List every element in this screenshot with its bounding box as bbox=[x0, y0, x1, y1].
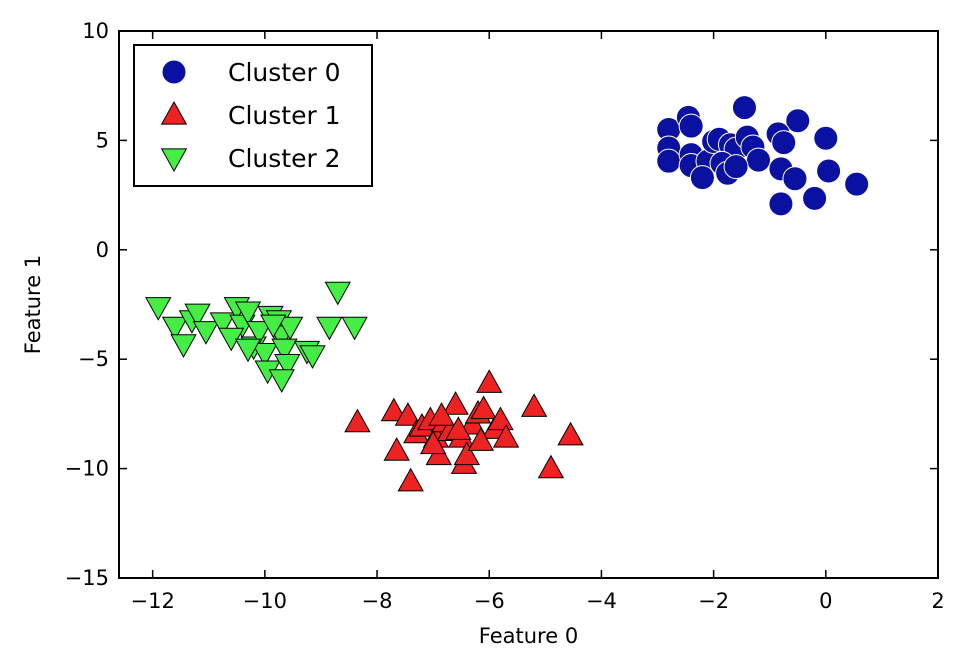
y-axis-label: Feature 1 bbox=[21, 255, 45, 354]
cluster-2-point-20 bbox=[276, 316, 304, 341]
cluster-0-point-2 bbox=[678, 113, 704, 139]
cluster-1-point-27 bbox=[419, 430, 447, 455]
cluster-1-point-4 bbox=[397, 467, 424, 492]
legend-marker-1 bbox=[160, 100, 188, 125]
cluster-0-point-20 bbox=[689, 165, 715, 191]
cluster-1-point-29 bbox=[445, 416, 472, 440]
cluster-0-point-22 bbox=[771, 130, 797, 156]
cluster-0-point-26 bbox=[816, 158, 842, 184]
cluster-2-point-4 bbox=[184, 303, 211, 328]
cluster-0-point-25 bbox=[813, 125, 839, 151]
y-tick-label: 10 bbox=[82, 19, 109, 43]
cluster-1-point-24 bbox=[537, 454, 565, 479]
legend-marker-2 bbox=[160, 148, 188, 173]
x-tick-label: −8 bbox=[362, 589, 393, 613]
cluster-0-point-29 bbox=[802, 185, 828, 211]
x-tick-label: 0 bbox=[819, 589, 832, 613]
cluster-2-point-5 bbox=[192, 321, 220, 345]
cluster-0-point-4 bbox=[785, 108, 811, 134]
y-tick-label: 0 bbox=[96, 238, 109, 262]
cluster-1-point-15 bbox=[453, 441, 480, 466]
cluster-2-point-2 bbox=[170, 334, 197, 358]
cluster-1-point-0 bbox=[344, 408, 371, 433]
cluster-2-point-28 bbox=[234, 338, 262, 363]
y-tick-label: −15 bbox=[65, 566, 109, 590]
cluster-1-point-12 bbox=[442, 391, 469, 415]
x-tick-label: −10 bbox=[243, 589, 287, 613]
cluster-2-point-23 bbox=[299, 345, 326, 369]
x-tick-label: 2 bbox=[931, 589, 944, 613]
cluster-2-point-24 bbox=[316, 316, 343, 341]
x-axis-label: Feature 0 bbox=[479, 624, 578, 648]
cluster-1-point-28 bbox=[467, 427, 495, 451]
legend-marker-0 bbox=[161, 59, 187, 85]
cluster-1-point-26 bbox=[428, 402, 455, 426]
axis-ticks: −12 −10 −8 −6 −4 −2 0 2 −15 −10 −5 0 5 10 bbox=[65, 19, 945, 613]
y-tick-label: −10 bbox=[65, 457, 109, 481]
plot-area-frame bbox=[118, 30, 939, 579]
cluster-1-point-21 bbox=[487, 406, 514, 431]
cluster-1-point-19 bbox=[476, 369, 503, 393]
legend-label-0: Cluster 0 bbox=[228, 58, 341, 87]
x-tick-label: −2 bbox=[698, 589, 729, 613]
x-tick-label: −6 bbox=[474, 589, 505, 613]
data-marks bbox=[145, 95, 870, 492]
cluster-1-point-2 bbox=[394, 402, 422, 426]
cluster-2-point-18 bbox=[271, 338, 298, 363]
x-tick-label: −12 bbox=[130, 589, 174, 613]
cluster-1-point-23 bbox=[520, 393, 548, 417]
x-tick-label: −4 bbox=[586, 589, 617, 613]
cluster-1-point-1 bbox=[380, 397, 408, 422]
cluster-1-point-18 bbox=[470, 395, 497, 420]
cluster-2-point-1 bbox=[161, 316, 189, 341]
cluster-0-point-27 bbox=[844, 171, 870, 197]
cluster-2-point-26 bbox=[341, 316, 368, 341]
legend-label-1: Cluster 1 bbox=[228, 101, 341, 130]
cluster-2-point-11 bbox=[246, 321, 273, 345]
y-tick-label: −5 bbox=[78, 347, 109, 371]
cluster-0-point-28 bbox=[768, 191, 794, 217]
cluster-2-point-12 bbox=[251, 343, 279, 367]
cluster-2-point-21 bbox=[268, 369, 295, 393]
cluster-1-point-25 bbox=[557, 421, 584, 446]
cluster-2-point-6 bbox=[209, 312, 236, 337]
cluster-2-point-29 bbox=[260, 314, 287, 339]
cluster-0-point-6 bbox=[656, 148, 682, 174]
cluster-2-point-19 bbox=[274, 353, 301, 378]
legend-label-2: Cluster 2 bbox=[228, 144, 341, 173]
cluster-0-point-24 bbox=[782, 166, 808, 192]
cluster-0-point-3 bbox=[731, 95, 757, 121]
cluster-2-point-0 bbox=[145, 297, 172, 321]
legend: Cluster 0 Cluster 1 Cluster 2 bbox=[133, 44, 373, 187]
cluster-2-point-25 bbox=[324, 281, 351, 306]
cluster-1-point-22 bbox=[492, 423, 520, 448]
cluster-1-point-3 bbox=[383, 437, 410, 461]
cluster-0-point-16 bbox=[745, 147, 771, 173]
cluster-2-point-9 bbox=[234, 301, 262, 326]
cluster-0-point-19 bbox=[723, 154, 749, 180]
y-tick-label: 5 bbox=[96, 128, 109, 152]
